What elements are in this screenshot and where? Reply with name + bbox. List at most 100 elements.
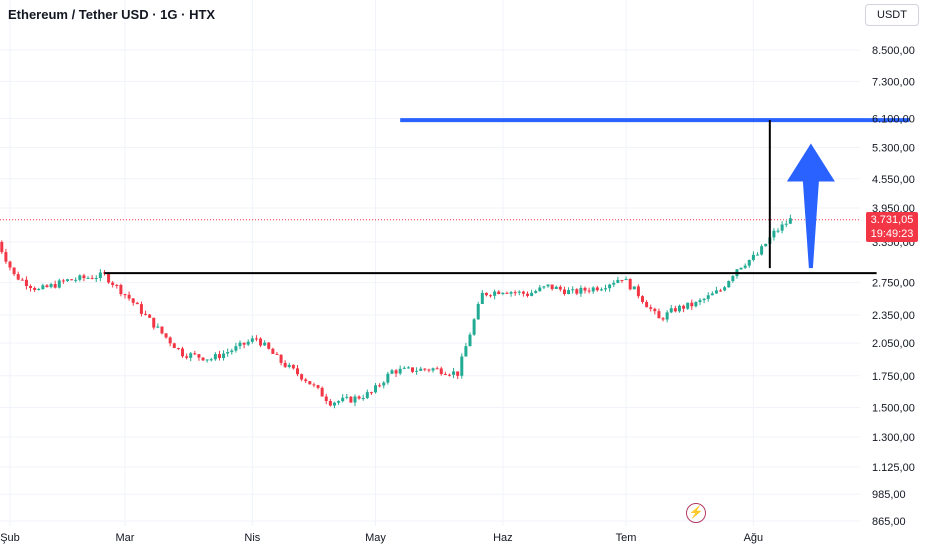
candle[interactable]	[616, 276, 620, 284]
candle[interactable]	[394, 368, 398, 377]
y-axis[interactable]: 8.500,00 7.300,00 6.100,00 5.300,00 4.550,00…	[872, 45, 915, 528]
candle[interactable]	[620, 279, 624, 283]
candle[interactable]	[402, 366, 406, 370]
candle[interactable]	[636, 284, 640, 299]
candle[interactable]	[719, 288, 723, 292]
candle[interactable]	[378, 383, 382, 388]
candle[interactable]	[111, 281, 115, 288]
candle[interactable]	[501, 292, 505, 296]
up-arrow-icon[interactable]	[786, 143, 835, 269]
candle[interactable]	[49, 282, 53, 289]
candle[interactable]	[493, 289, 497, 300]
candle[interactable]	[226, 348, 230, 357]
candle[interactable]	[784, 220, 788, 228]
candle[interactable]	[144, 310, 148, 316]
candle[interactable]	[74, 277, 78, 283]
candle[interactable]	[345, 393, 349, 400]
candle[interactable]	[439, 366, 443, 376]
candle[interactable]	[788, 214, 792, 224]
candle[interactable]	[780, 221, 784, 234]
candle[interactable]	[185, 353, 189, 360]
candle[interactable]	[628, 278, 632, 291]
candle[interactable]	[669, 304, 673, 314]
candle[interactable]	[312, 382, 316, 388]
candle[interactable]	[152, 317, 156, 330]
candle[interactable]	[296, 365, 299, 377]
candle[interactable]	[714, 286, 718, 294]
candle[interactable]	[686, 302, 690, 310]
candle[interactable]	[8, 260, 12, 271]
candle[interactable]	[20, 277, 24, 281]
candle[interactable]	[86, 276, 90, 280]
candle[interactable]	[300, 373, 304, 382]
candle[interactable]	[756, 252, 759, 256]
candle[interactable]	[776, 228, 780, 233]
candle[interactable]	[131, 298, 135, 306]
candle[interactable]	[197, 353, 201, 361]
candle[interactable]	[419, 366, 423, 372]
candle[interactable]	[308, 381, 312, 385]
candle[interactable]	[267, 342, 271, 350]
candle[interactable]	[78, 274, 82, 282]
candle[interactable]	[33, 286, 37, 293]
currency-button[interactable]: USDT	[865, 4, 919, 26]
candle[interactable]	[587, 287, 591, 294]
candle[interactable]	[283, 360, 287, 369]
candle[interactable]	[123, 293, 127, 299]
candle[interactable]	[484, 292, 488, 297]
x-axis[interactable]: Şub Mar Nis May Haz Tem Ağu	[0, 532, 763, 544]
candle[interactable]	[534, 289, 538, 294]
candle[interactable]	[649, 304, 653, 312]
candle[interactable]	[546, 284, 550, 288]
candle[interactable]	[423, 368, 427, 372]
candle[interactable]	[727, 280, 731, 288]
candle[interactable]	[176, 347, 180, 351]
candle[interactable]	[398, 365, 402, 376]
candle[interactable]	[760, 244, 764, 256]
candle[interactable]	[747, 259, 751, 268]
candle[interactable]	[567, 287, 571, 295]
candle[interactable]	[526, 291, 529, 298]
candle[interactable]	[332, 401, 336, 409]
candle[interactable]	[82, 273, 86, 282]
candle[interactable]	[365, 389, 369, 400]
candle[interactable]	[234, 342, 238, 353]
candle[interactable]	[382, 381, 386, 389]
candle[interactable]	[489, 294, 493, 298]
candle[interactable]	[452, 367, 456, 379]
candle[interactable]	[530, 289, 534, 297]
candle[interactable]	[579, 285, 583, 297]
candle[interactable]	[291, 364, 295, 370]
candle[interactable]	[263, 340, 267, 346]
candle[interactable]	[661, 317, 665, 322]
candle[interactable]	[682, 304, 686, 313]
lightning-logo-icon[interactable]: ⚡	[686, 503, 706, 523]
candle[interactable]	[29, 284, 33, 292]
candle[interactable]	[90, 275, 94, 280]
candle[interactable]	[653, 307, 657, 315]
candle[interactable]	[4, 248, 8, 264]
candle[interactable]	[259, 337, 263, 348]
candle[interactable]	[98, 269, 102, 282]
candle[interactable]	[476, 301, 480, 320]
candle[interactable]	[70, 278, 74, 281]
candle[interactable]	[189, 352, 193, 362]
candle[interactable]	[604, 284, 608, 292]
candle[interactable]	[591, 286, 595, 294]
candle[interactable]	[57, 278, 61, 289]
candle[interactable]	[209, 357, 213, 362]
candle[interactable]	[148, 313, 152, 318]
candle[interactable]	[37, 287, 41, 291]
candle[interactable]	[406, 366, 410, 369]
candle[interactable]	[361, 394, 365, 401]
candle[interactable]	[673, 305, 677, 313]
candle[interactable]	[517, 290, 521, 296]
candle[interactable]	[254, 335, 258, 342]
candle[interactable]	[66, 278, 69, 282]
candle[interactable]	[205, 359, 209, 363]
candle[interactable]	[135, 301, 139, 305]
candle[interactable]	[657, 308, 661, 319]
candle[interactable]	[645, 300, 649, 308]
annotations[interactable]	[104, 118, 910, 275]
candle[interactable]	[16, 271, 20, 281]
